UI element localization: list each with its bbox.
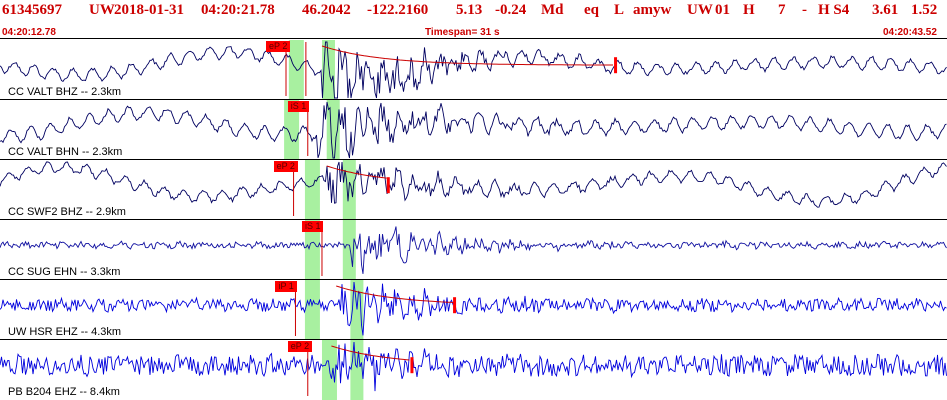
coda-marker[interactable] — [410, 357, 414, 374]
end-time: 04:20:43.52 — [883, 27, 937, 38]
seismic-trace[interactable] — [0, 101, 947, 159]
seismic-trace[interactable] — [0, 281, 947, 336]
coda-fit-curve — [336, 285, 454, 303]
waveform-canvas[interactable] — [0, 40, 947, 400]
pick-window-highlight — [304, 280, 320, 340]
phase-pick-tag[interactable]: iS 1 — [301, 221, 324, 232]
header-code-2: H — [743, 2, 755, 18]
event-latitude: 46.2042 — [302, 2, 351, 18]
timespan-label: Timespan= 31 s — [425, 27, 500, 38]
seismic-trace[interactable] — [0, 161, 947, 208]
coda-fit-curve — [321, 45, 613, 66]
header-value-2: 1.52 — [911, 2, 938, 18]
trace-label: UW HSR EHZ -- 4.3km — [8, 326, 122, 338]
magnitude-type: Md — [541, 2, 564, 18]
pick-window-highlight — [342, 220, 356, 280]
region-code: UW — [687, 2, 713, 18]
header-code-1: 01 — [715, 2, 730, 18]
event-author: amyw — [633, 2, 672, 18]
header-divider — [0, 38, 947, 39]
seismic-trace[interactable] — [0, 341, 947, 392]
pick-window-highlight — [284, 100, 300, 160]
trace-label: PB B204 EHZ -- 8.4km — [8, 386, 120, 398]
event-longitude: -122.2160 — [367, 2, 429, 18]
pick-window-highlight — [321, 40, 335, 100]
phase-pick-tag[interactable]: iP 1 — [275, 281, 297, 292]
event-magnitude: -0.24 — [495, 2, 527, 18]
trace-label: CC SWF2 BHZ -- 2.9km — [8, 206, 126, 218]
trace-label: CC VALT BHN -- 2.3km — [8, 146, 123, 158]
event-id: 61345697 — [2, 2, 62, 18]
phase-pick-tag[interactable]: iS 1 — [287, 101, 310, 112]
header-value-1: 3.61 — [872, 2, 899, 18]
coda-fit-curve — [326, 165, 387, 179]
network-code: UW — [89, 2, 115, 18]
header-code-4: - — [802, 2, 807, 18]
pick-window-highlight — [304, 160, 320, 220]
event-time: 04:20:21.78 — [201, 2, 275, 18]
event-depth: 5.13 — [456, 2, 483, 18]
waveform-plot[interactable]: eP 2 CC VALT BHZ -- 2.3km iS 1 CC VALT BHN … — [0, 40, 947, 400]
phase-pick-tag[interactable]: eP 2 — [265, 41, 291, 52]
start-time: 04:20:12.78 — [2, 27, 56, 38]
event-date: 2018-01-31 — [114, 2, 184, 18]
event-status: L — [614, 2, 625, 18]
event-type: eq — [584, 2, 599, 18]
phase-pick-tag[interactable]: eP 2 — [273, 161, 298, 172]
header-code-3: 7 — [778, 2, 786, 18]
trace-label: CC VALT BHZ -- 2.3km — [8, 86, 122, 98]
pick-window-highlight — [350, 340, 364, 400]
seismic-trace[interactable] — [0, 41, 947, 99]
trace-label: CC SUG EHN -- 3.3km — [8, 266, 121, 278]
event-header: 61345697 UW 2018-01-31 04:20:21.78 46.20… — [0, 0, 947, 26]
pick-window-highlight — [304, 220, 320, 280]
coda-marker[interactable] — [386, 177, 390, 194]
coda-marker[interactable] — [453, 297, 457, 314]
phase-pick-tag[interactable]: eP 2 — [287, 341, 313, 352]
coda-marker[interactable] — [614, 57, 618, 74]
coda-fit-curve — [331, 345, 410, 361]
header-code-5: H S4 — [818, 2, 850, 18]
seismic-trace[interactable] — [0, 226, 947, 274]
